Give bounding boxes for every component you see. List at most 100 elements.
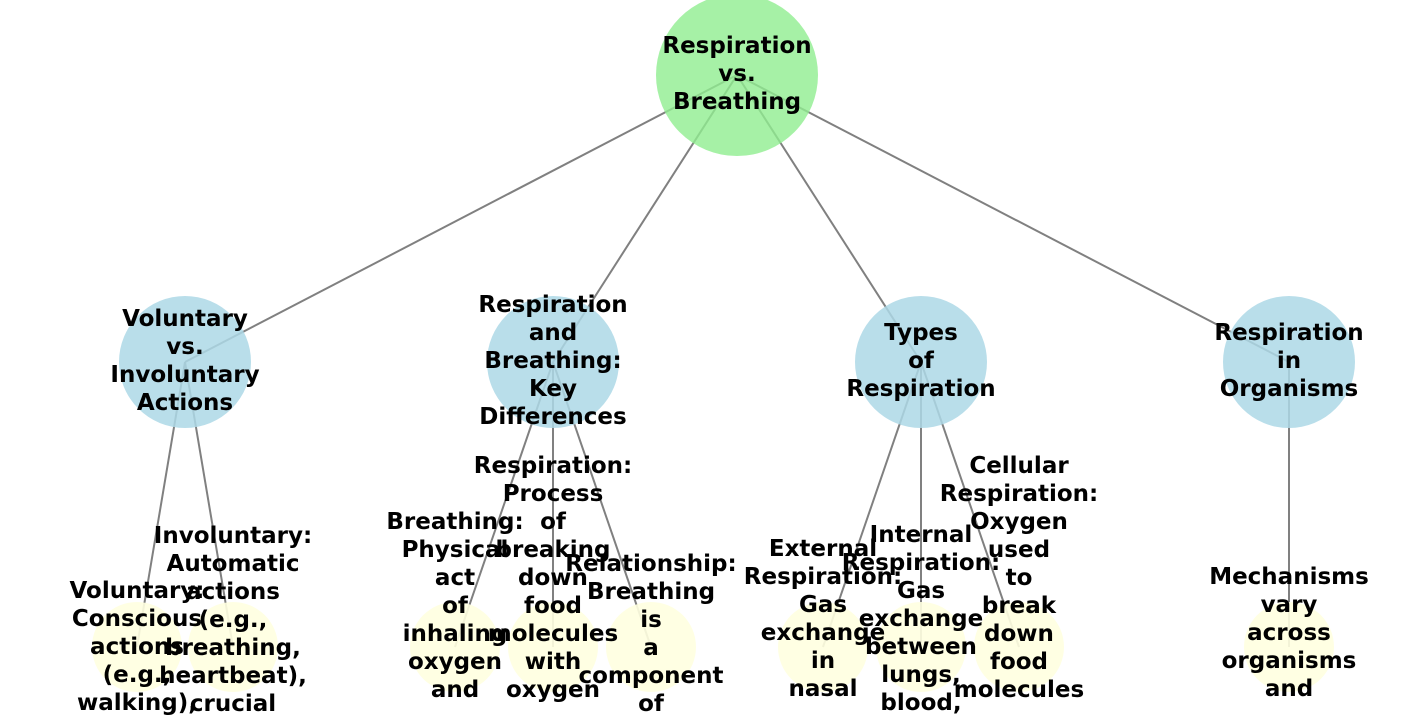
leaf-label-breathing-leaf-line: of <box>442 593 469 619</box>
leaf-label-respiration-process-leaf-line: molecules <box>488 621 618 647</box>
leaf-label-external-leaf: External Respiration: Gas exchange in nasal <box>744 536 902 702</box>
leaf-label-cellular-leaf-line: used <box>988 537 1050 563</box>
leaf-label-relationship-leaf-line: is <box>640 607 662 633</box>
leaf-label-internal-leaf-line: Internal <box>870 522 973 548</box>
leaf-label-breathing-leaf-line: oxygen <box>408 649 502 675</box>
leaf-label-internal-leaf-line: between <box>865 634 977 660</box>
leaf-label-involuntary-leaf-line: Automatic <box>167 551 300 577</box>
category-node-types <box>855 296 987 428</box>
leaf-label-involuntary-leaf-line: crucial <box>190 691 276 717</box>
leaf-label-internal-leaf-line: lungs, <box>881 662 961 688</box>
leaf-label-breathing-leaf-line: inhaling <box>403 621 508 647</box>
category-node-key-differences <box>487 296 619 428</box>
leaf-label-respiration-process-leaf-line: oxygen <box>506 677 600 703</box>
category-label-organisms: Respiration in Organisms <box>1214 320 1363 402</box>
leaf-label-breathing-leaf-line: act <box>435 565 475 591</box>
category-label-voluntary: Voluntary vs. Involuntary Actions <box>110 306 259 416</box>
leaf-label-mechanisms-leaf-line: and <box>1265 676 1313 702</box>
leaf-label-respiration-process-leaf: Respiration: Process of breaking down food mol… <box>474 453 632 703</box>
leaf-label-cellular-leaf-line: Oxygen <box>970 509 1068 535</box>
leaf-label-voluntary-leaf-line: Conscious <box>72 606 202 632</box>
leaf-label-relationship-leaf-line: Breathing <box>587 579 715 605</box>
leaf-label-involuntary-leaf-line: breathing, <box>165 635 301 661</box>
leaf-label-breathing-leaf-line: and <box>431 677 479 703</box>
edge-root-to-voluntary <box>184 74 738 363</box>
category-label-key-differences: Respiration and Breathing: Key Differences <box>478 292 627 430</box>
leaf-node-respiration-process-leaf <box>508 602 598 692</box>
leaf-label-involuntary-leaf-line: heartbeat), <box>159 663 307 689</box>
leaf-label-mechanisms-leaf: Mechanisms vary across organisms and <box>1209 564 1369 702</box>
leaf-node-voluntary-leaf <box>92 602 182 692</box>
leaf-label-relationship-leaf: Relationship: Breathing is a component of <box>565 551 736 717</box>
leaf-label-respiration-process-leaf-line: with <box>525 649 582 675</box>
leaf-label-respiration-process-leaf-line: Respiration: <box>474 453 632 479</box>
leaf-label-voluntary-leaf-line: actions <box>90 634 184 660</box>
category-label-key-differences-line: Differences <box>479 404 626 430</box>
root-label-line: Breathing <box>673 89 801 115</box>
leaf-node-breathing-leaf <box>410 602 500 692</box>
root-label-line: Respiration <box>662 33 811 59</box>
leaf-node-internal-leaf <box>876 602 966 692</box>
leaf-label-mechanisms-leaf-line: vary <box>1261 592 1318 618</box>
category-label-key-differences-line: and <box>529 320 577 346</box>
category-label-key-differences-line: Key <box>529 376 577 402</box>
leaf-label-relationship-leaf-line: a <box>643 635 659 661</box>
leaf-label-internal-leaf-line: exchange <box>859 606 983 632</box>
leaf-label-internal-leaf-line: Gas <box>897 578 945 604</box>
category-label-types-line: of <box>908 348 935 374</box>
leaf-label-relationship-leaf-line: component <box>578 663 723 689</box>
category-node-voluntary <box>119 296 251 428</box>
leaf-label-voluntary-leaf: Voluntary: Conscious actions (e.g., walking)… <box>69 578 204 716</box>
category-label-types: Types of Respiration <box>846 320 995 402</box>
leaf-node-external-leaf <box>778 602 868 692</box>
root-label: Respiration vs. Breathing <box>662 33 811 115</box>
leaf-node-involuntary-leaf <box>188 602 278 692</box>
leaf-label-breathing-leaf-line: Physical <box>402 537 509 563</box>
leaf-label-external-leaf-line: External <box>769 536 877 562</box>
leaf-label-internal-leaf-line: blood, <box>880 690 961 716</box>
leaf-label-involuntary-leaf-line: (e.g., <box>199 607 268 633</box>
category-label-voluntary-line: Involuntary <box>110 362 259 388</box>
leaf-label-voluntary-leaf-line: Voluntary: <box>69 578 204 604</box>
category-label-key-differences-line: Breathing: <box>484 348 621 374</box>
leaf-label-mechanisms-leaf-line: Mechanisms <box>1209 564 1369 590</box>
leaf-node-mechanisms-leaf <box>1244 602 1334 692</box>
leaf-label-cellular-leaf-line: Cellular <box>969 453 1069 479</box>
leaf-label-mechanisms-leaf-line: organisms <box>1222 648 1357 674</box>
leaf-label-internal-leaf: Internal Respiration: Gas exchange between lu… <box>842 522 1000 716</box>
category-label-voluntary-line: vs. <box>166 334 203 360</box>
leaf-label-external-leaf-line: in <box>811 648 835 674</box>
root-node <box>656 0 818 156</box>
leaf-label-relationship-leaf-line: of <box>638 691 665 717</box>
leaf-label-respiration-process-leaf-line: breaking <box>496 537 611 563</box>
leaf-label-breathing-leaf: Breathing: Physical act of inhaling oxygen and <box>386 509 523 703</box>
category-label-types-line: Respiration <box>846 376 995 402</box>
leaf-label-cellular-leaf-line: break <box>982 593 1057 619</box>
leaf-node-cellular-leaf <box>974 602 1064 692</box>
category-label-voluntary-line: Actions <box>137 390 233 416</box>
leaf-label-cellular-leaf: Cellular Respiration: Oxygen used to break dow… <box>940 453 1098 703</box>
leaf-label-respiration-process-leaf-line: food <box>524 593 582 619</box>
leaf-label-external-leaf-line: Gas <box>799 592 847 618</box>
leaf-label-voluntary-leaf-line: walking), <box>77 690 197 716</box>
leaf-label-respiration-process-leaf-line: Process <box>503 481 604 507</box>
category-label-types-line: Types <box>884 320 958 346</box>
category-label-organisms-line: Respiration <box>1214 320 1363 346</box>
leaf-label-involuntary-leaf-line: actions <box>186 579 280 605</box>
category-label-organisms-line: in <box>1277 348 1301 374</box>
leaf-label-voluntary-leaf-line: (e.g., <box>103 662 172 688</box>
leaf-label-involuntary-leaf: Involuntary: Automatic actions (e.g., breath… <box>154 523 312 717</box>
leaf-label-mechanisms-leaf-line: across <box>1247 620 1331 646</box>
leaf-label-internal-leaf-line: Respiration: <box>842 550 1000 576</box>
leaf-label-cellular-leaf-line: molecules <box>954 677 1084 703</box>
leaf-label-external-leaf-line: nasal <box>789 676 858 702</box>
leaf-label-cellular-leaf-line: Respiration: <box>940 481 1098 507</box>
leaf-label-breathing-leaf-line: Breathing: <box>386 509 523 535</box>
category-label-key-differences-line: Respiration <box>478 292 627 318</box>
edge-root-to-organisms <box>736 74 1290 363</box>
category-label-voluntary-line: Voluntary <box>122 306 248 332</box>
leaf-label-respiration-process-leaf-line: of <box>540 509 567 535</box>
nodes <box>92 0 1355 692</box>
leaf-label-relationship-leaf-line: Relationship: <box>565 551 736 577</box>
